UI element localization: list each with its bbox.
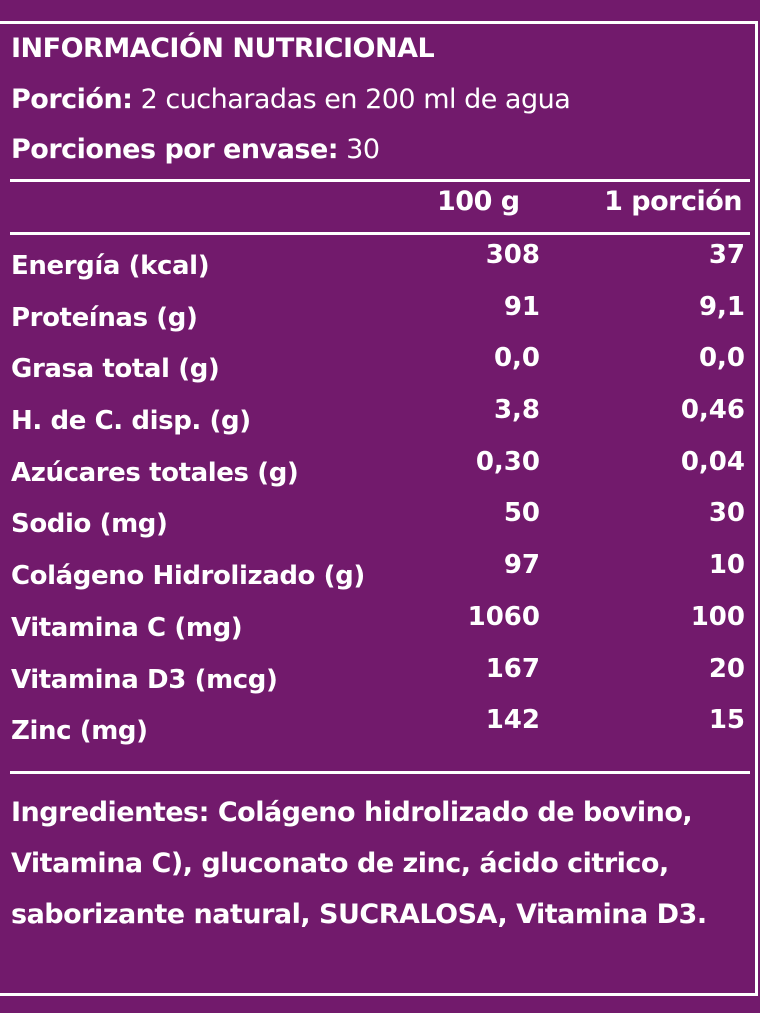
table-row: Colágeno Hidrolizado (g) 97 10 [0, 550, 760, 604]
table-row: H. de C. disp. (g) 3,8 0,46 [0, 395, 760, 449]
divider-ingredients [10, 771, 750, 774]
divider-header-top [10, 179, 750, 182]
nutrient-label: Energía (kcal) [11, 251, 210, 281]
value-per-100g: 0,30 [475, 446, 540, 477]
value-per-100g: 142 [485, 705, 540, 736]
serving-size: Porción: 2 cucharadas en 200 ml de agua [11, 84, 571, 115]
table-row: Azúcares totales (g) 0,30 0,04 [0, 446, 760, 501]
value-per-portion: 9,1 [698, 291, 745, 322]
nutrient-label: Azúcares totales (g) [11, 457, 299, 488]
value-per-100g: 308 [485, 240, 540, 270]
value-per-portion: 100 [690, 601, 745, 632]
value-per-100g: 1060 [467, 601, 540, 632]
value-per-portion: 0,04 [680, 446, 745, 477]
value-per-100g: 50 [503, 498, 540, 529]
value-per-portion: 37 [708, 240, 745, 270]
servings-per-container-value: 30 [338, 134, 380, 165]
serving-size-label: Porción: [11, 84, 133, 115]
nutrient-label: Vitamina D3 (mcg) [11, 664, 278, 695]
nutrition-table: Energía (kcal) 308 37 Proteínas (g) 91 9… [0, 240, 760, 759]
nutrient-label: H. de C. disp. (g) [11, 406, 251, 437]
nutrient-label: Vitamina C (mg) [11, 612, 243, 643]
table-row: Vitamina D3 (mcg) 167 20 [0, 653, 760, 708]
servings-per-container: Porciones por envase: 30 [11, 134, 380, 165]
value-per-100g: 97 [503, 550, 540, 581]
divider-header-bottom [10, 232, 750, 235]
nutrient-label: Zinc (mg) [11, 716, 148, 747]
value-per-portion: 15 [708, 705, 745, 736]
nutrient-label: Proteínas (g) [11, 302, 198, 333]
frame-top-border [0, 21, 758, 24]
value-per-portion: 0,0 [698, 343, 745, 374]
value-per-100g: 91 [503, 291, 540, 322]
table-row: Grasa total (g) 0,0 0,0 [0, 343, 760, 397]
value-per-100g: 0,0 [493, 343, 540, 374]
value-per-portion: 0,46 [680, 395, 745, 426]
serving-size-value: 2 cucharadas en 200 ml de agua [132, 84, 571, 115]
column-header-100g: 100 g [437, 186, 520, 217]
nutrient-label: Sodio (mg) [11, 509, 168, 540]
value-per-portion: 10 [708, 550, 745, 581]
table-row: Vitamina C (mg) 1060 100 [0, 601, 760, 656]
value-per-portion: 30 [708, 498, 745, 529]
servings-per-container-label: Porciones por envase: [11, 134, 339, 165]
nutrient-label: Colágeno Hidrolizado (g) [11, 561, 365, 592]
table-row: Sodio (mg) 50 30 [0, 498, 760, 552]
frame-bottom-border [0, 993, 758, 996]
value-per-100g: 3,8 [493, 395, 540, 426]
value-per-100g: 167 [485, 653, 540, 684]
column-header-portion: 1 porción [604, 186, 742, 217]
frame-right-border [755, 21, 758, 996]
label-title: INFORMACIÓN NUTRICIONAL [11, 33, 435, 64]
table-row: Energía (kcal) 308 37 [0, 240, 760, 294]
table-row: Zinc (mg) 142 15 [0, 705, 760, 759]
table-row: Proteínas (g) 91 9,1 [0, 291, 760, 346]
ingredients-text: Ingredientes: Colágeno hidrolizado de bo… [11, 797, 707, 930]
value-per-portion: 20 [708, 653, 745, 684]
nutrient-label: Grasa total (g) [11, 354, 220, 385]
